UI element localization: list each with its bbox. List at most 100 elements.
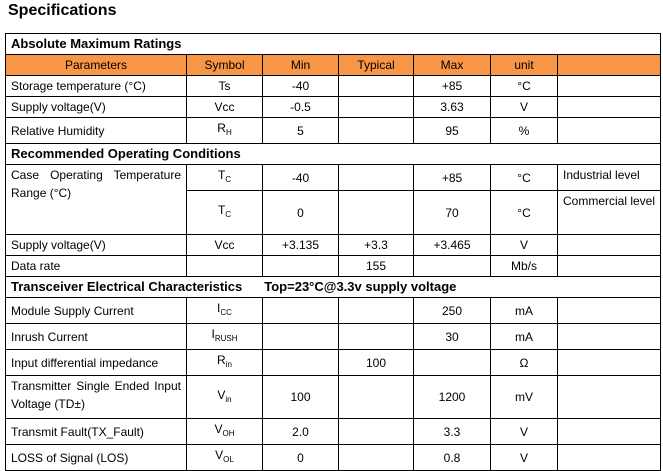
column-header: Parameters (5, 54, 187, 76)
symbol-main: V (217, 387, 226, 402)
min: 2.0 (262, 418, 339, 445)
data-row: TC 0 70 °C Commercial level (6, 190, 662, 235)
max: 1200 (413, 375, 491, 419)
note (556, 297, 662, 324)
symbol: ICC (186, 297, 263, 324)
column-header: Max (413, 54, 491, 76)
symbol-main: T (217, 203, 226, 217)
typical (338, 75, 414, 97)
header-row: Parameters Symbol Min Typical Max unit (5, 54, 662, 76)
data-row: Supply voltage(V) Vcc -0.5 3.63 V (5, 96, 662, 118)
symbol-main: V (214, 422, 223, 436)
unit: °C (490, 164, 558, 191)
unit: V (490, 418, 558, 445)
section-title-text: Recommended Operating Conditions (11, 146, 241, 161)
section-title: Recommended Operating Conditions (4, 143, 662, 165)
min: 5 (262, 117, 339, 144)
min (262, 349, 339, 376)
section-row: Absolute Maximum Ratings (4, 33, 662, 55)
data-row: Transmitter Single Ended Input Voltage (… (5, 375, 662, 419)
symbol-main: R (217, 121, 226, 135)
note (556, 375, 662, 419)
data-row: Case Operating Temperature Range (°C) TC -… (5, 164, 662, 235)
unit: °C (490, 75, 558, 97)
parameter: Transmit Fault(TX_Fault) (5, 418, 187, 445)
symbol: VOH (186, 418, 263, 445)
symbol-sub: OL (223, 455, 234, 464)
note (556, 75, 662, 97)
symbol-main: I (211, 327, 215, 341)
note: Industrial level (556, 164, 662, 191)
symbol-main: T (217, 168, 226, 182)
typical: +3.3 (338, 234, 414, 256)
parameter: Supply voltage(V) (5, 96, 187, 118)
min: +3.135 (262, 234, 339, 256)
unit: % (490, 117, 558, 144)
note (556, 418, 662, 445)
spec-table: Absolute Maximum Ratings Parameters Symbol… (4, 33, 662, 471)
unit: V (490, 234, 558, 256)
symbol: Ts (186, 75, 263, 97)
min: -40 (262, 164, 339, 191)
typical (338, 190, 414, 235)
data-row: LOSS of Signal (LOS) VOL 0 0.8 V (5, 444, 662, 471)
max: 0.8 (413, 444, 491, 471)
symbol-sub: C (225, 175, 232, 184)
unit: °C (490, 190, 558, 235)
min: -40 (262, 75, 339, 97)
column-header: Typical (338, 54, 414, 76)
symbol-main: I (217, 301, 221, 315)
column-header: Min (262, 54, 339, 76)
symbol-sub: C (225, 210, 232, 219)
data-row: Inrush Current IRUSH 30 mA (5, 323, 662, 350)
parameter: Supply voltage(V) (5, 234, 187, 256)
max: 95 (413, 117, 491, 144)
max: 250 (413, 297, 491, 324)
min (262, 297, 339, 324)
symbol (186, 255, 263, 277)
symbol: TC (186, 190, 263, 235)
note (556, 349, 662, 376)
parameter: Module Supply Current (5, 297, 187, 324)
symbol-main: Vcc (214, 100, 235, 114)
min: -0.5 (262, 96, 339, 118)
min (262, 255, 339, 277)
section-title-text: Absolute Maximum Ratings (11, 36, 182, 51)
parameter: Input differential impedance (5, 349, 187, 376)
max: +3.465 (413, 234, 491, 256)
symbol: RH (186, 117, 263, 144)
data-row: Storage temperature (°C) Ts -40 +85 °C (5, 75, 662, 97)
unit: V (490, 444, 558, 471)
symbol-main: V (215, 448, 224, 462)
max (413, 349, 491, 376)
typical (338, 117, 414, 144)
typical (338, 444, 414, 471)
note: Commercial level (556, 190, 662, 235)
parameter: Data rate (5, 255, 187, 277)
symbol: TC (186, 164, 263, 191)
symbol-main: Ts (218, 79, 231, 93)
typical: 100 (338, 349, 414, 376)
max: 3.63 (413, 96, 491, 118)
typical (338, 323, 414, 350)
symbol-sub: RUSH (214, 334, 238, 343)
unit: V (490, 96, 558, 118)
section-title: Absolute Maximum Ratings (4, 33, 662, 55)
column-header-blank (556, 54, 662, 76)
min: 100 (262, 375, 339, 419)
typical (338, 375, 414, 419)
symbol: Vin (186, 375, 263, 419)
typical (338, 96, 414, 118)
data-row: Input differential impedance Rin 100 Ω (5, 349, 662, 376)
page: Specifications Absolute Maximum Ratings P… (4, 2, 662, 471)
max: +85 (413, 75, 491, 97)
column-header: Symbol (186, 54, 263, 76)
min: 0 (262, 444, 339, 471)
symbol: Vcc (186, 234, 263, 256)
symbol-sub: OH (222, 429, 235, 438)
typical (338, 418, 414, 445)
min: 0 (262, 190, 339, 235)
typical: 155 (338, 255, 414, 277)
note (556, 96, 662, 118)
parameter: LOSS of Signal (LOS) (5, 444, 187, 471)
